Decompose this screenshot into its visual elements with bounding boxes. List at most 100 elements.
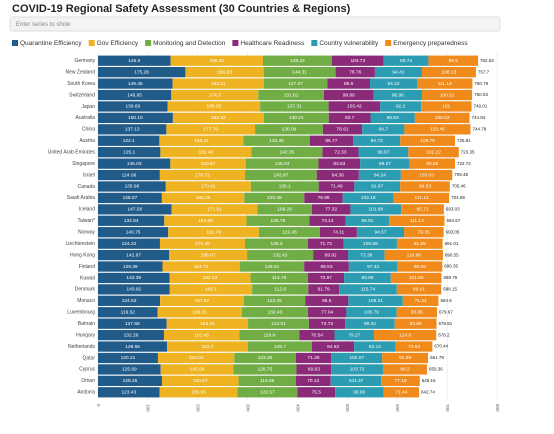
bar-segment (98, 329, 164, 341)
bar-value-label: 111.13 (438, 81, 452, 87)
bar-segment (316, 169, 359, 181)
bar-segment (161, 375, 239, 386)
bar-value-label: 170.48 (195, 241, 210, 247)
y-tick-label: South Korea (67, 81, 95, 87)
bar-value-label: 123.35 (258, 355, 273, 361)
total-label: 661.79 (430, 355, 444, 360)
bar-value-label: 133.35 (269, 138, 284, 144)
bar-value-label: 101.22 (426, 149, 441, 155)
bar-segment (422, 89, 473, 101)
bar-segment (319, 227, 357, 238)
bar-segment (98, 192, 162, 204)
bar-segment (331, 352, 383, 364)
total-label: 744.84 (471, 115, 485, 120)
bar-segment (346, 307, 397, 318)
bar-value-label: 99.27 (379, 161, 391, 167)
bar-segment (165, 181, 251, 192)
bar-value-label: 115.74 (361, 287, 376, 293)
bar-value-label: 139.69 (125, 104, 140, 110)
bar-value-label: 89.53 (321, 264, 333, 270)
bar-value-label: 132.26 (124, 332, 139, 338)
bar-segment (295, 352, 332, 364)
bar-segment (309, 135, 354, 146)
bar-value-label: 61.79 (318, 287, 330, 293)
bar-value-label: 124.53 (122, 298, 137, 304)
bar-value-label: 145.5 (128, 58, 140, 64)
bar-value-label: 73.38 (360, 252, 372, 258)
bar-value-label: 163.19 (200, 321, 215, 327)
bar-segment (98, 135, 160, 146)
bar-value-label: 124.8 (399, 332, 411, 338)
bar-segment (163, 329, 240, 341)
bar-segment (313, 249, 349, 261)
bar-value-label: 120.57 (260, 390, 275, 396)
legend-label: Country vulnerability (319, 40, 379, 47)
bar-value-label: 71.49 (331, 184, 343, 190)
bar-segment (157, 352, 235, 364)
bar-segment (172, 112, 264, 124)
bar-value-label: 84.24 (374, 172, 386, 178)
bar-value-label: 111.13 (414, 195, 428, 201)
bar-value-label: 119.9 (264, 332, 276, 338)
bar-segment (304, 192, 343, 204)
bar-segment (307, 307, 347, 318)
total-label: 678.2 (438, 332, 450, 337)
bar-value-label: 77.04 (321, 310, 333, 316)
total-label: 705.46 (452, 184, 466, 189)
search-input[interactable] (9, 16, 501, 32)
bar-segment (252, 284, 309, 295)
bar-value-label: 101.37 (349, 378, 364, 384)
bar-segment (348, 261, 398, 272)
x-tick-label: 200 (196, 404, 201, 412)
bar-segment (237, 387, 298, 398)
bar-value-label: 91.65 (414, 241, 426, 247)
bar-segment (255, 124, 323, 135)
y-tick-label: Australia (76, 115, 96, 121)
bar-value-label: 126.3 (270, 241, 282, 247)
bar-segment (299, 329, 335, 341)
y-tick-label: Saudi Arabia (67, 195, 96, 201)
bar-segment (421, 101, 472, 112)
bar-segment (98, 181, 166, 192)
bar-value-label: 99.88 (343, 92, 355, 98)
bar-value-label: 114.55 (260, 378, 275, 384)
legend-label: Quarantine Efficiency (20, 40, 82, 47)
bar-value-label: 71.26 (308, 355, 320, 361)
bar-segment (98, 318, 167, 329)
bar-segment (335, 67, 375, 78)
bar-segment (98, 227, 169, 238)
bar-value-label: 94.41 (392, 69, 404, 75)
bar-segment (239, 261, 305, 272)
bar-segment (394, 318, 437, 329)
bar-value-label: 170.41 (201, 184, 216, 190)
bar-segment (322, 124, 363, 135)
bar-segment (98, 147, 161, 158)
bar-value-label: 77.32 (325, 207, 337, 213)
bar-value-label: 140.75 (126, 229, 141, 235)
bar-segment (169, 272, 251, 284)
bar-segment (160, 295, 244, 306)
bar-segment (396, 307, 437, 318)
bar-value-label: 155.95 (191, 390, 206, 396)
bar-value-label: 137.68 (125, 321, 140, 327)
bar-segment (257, 204, 312, 215)
bar-segment (169, 249, 248, 261)
total-label: 723.35 (461, 149, 475, 154)
bar-value-label: 138.24 (290, 58, 305, 64)
y-tick-label: Germany (74, 58, 95, 64)
bar-value-label: 122.48 (282, 229, 297, 235)
bar-segment (393, 192, 450, 204)
bar-value-label: 132.43 (273, 252, 288, 258)
legend-swatch (88, 40, 95, 46)
bar-segment (308, 284, 340, 295)
bar-segment (348, 249, 385, 261)
total-label: 670.44 (434, 344, 448, 349)
bar-value-label: 183.21 (211, 81, 226, 87)
x-tick-label: 400 (295, 404, 300, 412)
bar-segment (374, 329, 437, 341)
bar-value-label: 135.96 (125, 184, 140, 190)
bar-segment (251, 147, 323, 158)
bar-segment (98, 261, 163, 272)
bar-value-label: 136.09 (282, 127, 297, 133)
